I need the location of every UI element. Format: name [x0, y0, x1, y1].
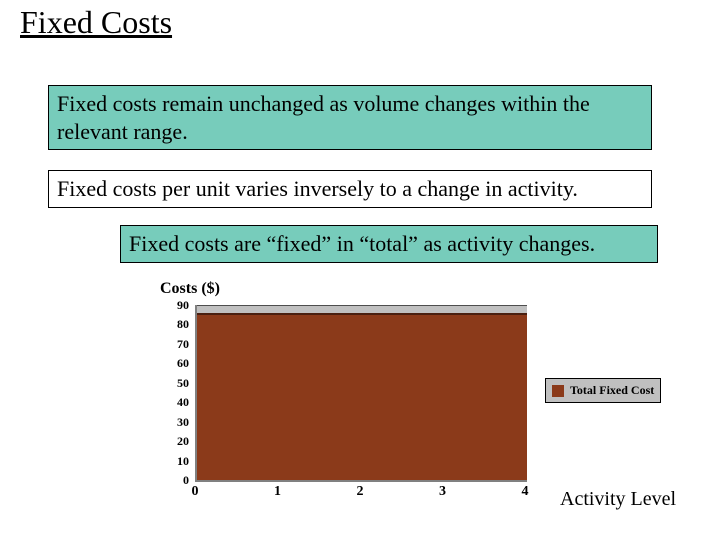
legend-label: Total Fixed Cost — [570, 383, 654, 398]
chart-legend: Total Fixed Cost — [545, 378, 661, 403]
ytick-label: 10 — [161, 454, 189, 469]
series-area — [197, 315, 527, 480]
xtick-label: 3 — [433, 484, 453, 500]
callout-box-1: Fixed costs remain unchanged as volume c… — [48, 85, 652, 150]
ytick-label: 50 — [161, 376, 189, 391]
callout-box-2: Fixed costs per unit varies inversely to… — [48, 170, 652, 208]
callout-box-3: Fixed costs are “fixed” in “total” as ac… — [120, 225, 658, 263]
y-axis-title: Costs ($) — [160, 280, 220, 298]
chart-plot-area — [195, 305, 527, 482]
xtick-label: 0 — [185, 484, 205, 500]
xtick-label: 4 — [515, 484, 535, 500]
ytick-label: 30 — [161, 415, 189, 430]
ytick-label: 60 — [161, 356, 189, 371]
ytick-label: 20 — [161, 434, 189, 449]
ytick-label: 40 — [161, 395, 189, 410]
x-axis-title: Activity Level — [560, 488, 676, 511]
ytick-label: 90 — [161, 298, 189, 313]
xtick-label: 1 — [268, 484, 288, 500]
ytick-label: 70 — [161, 337, 189, 352]
xtick-label: 2 — [350, 484, 370, 500]
ytick-label: 80 — [161, 317, 189, 332]
legend-swatch — [552, 385, 564, 397]
page-title: Fixed Costs — [20, 4, 172, 41]
